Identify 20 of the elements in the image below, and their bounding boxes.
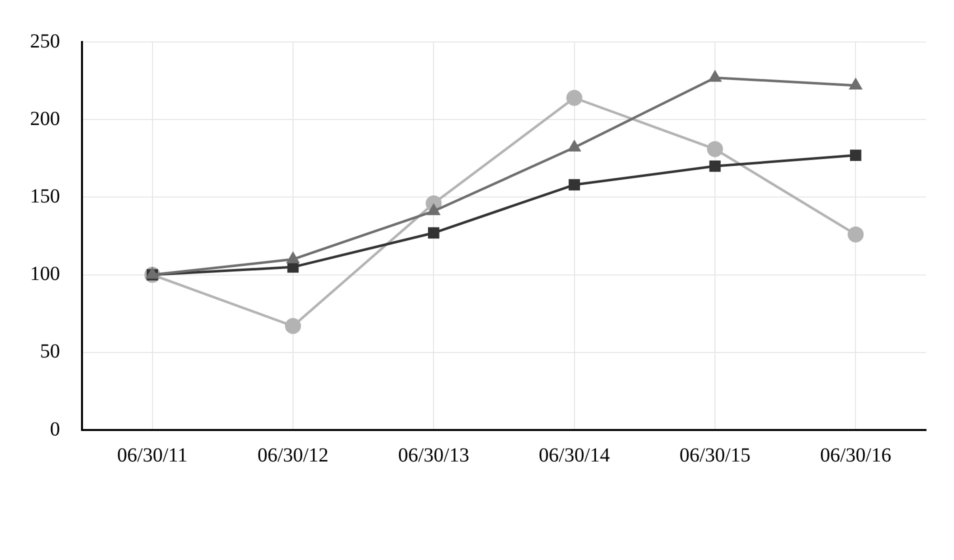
point [850,150,862,161]
y-tick-label: 250 [30,30,60,52]
y-tick-label: 200 [30,108,60,130]
x-tick-label: 06/30/15 [679,444,751,466]
x-tick-label: 06/30/11 [117,444,188,466]
point [707,141,723,158]
point [566,90,582,106]
y-tick-label: 0 [50,418,60,440]
point [568,179,580,190]
x-tick-label: 06/30/16 [820,444,892,466]
y-tick-label: 100 [30,263,60,286]
point [848,226,864,242]
point [428,227,440,239]
point [709,160,721,172]
x-tick-label: 06/30/13 [398,444,470,466]
y-tick-label: 150 [30,185,60,208]
point [285,318,301,334]
y-tick-label: 50 [40,340,60,363]
x-tick-label: 06/30/14 [538,444,610,466]
x-tick-label: 06/30/12 [257,444,329,466]
